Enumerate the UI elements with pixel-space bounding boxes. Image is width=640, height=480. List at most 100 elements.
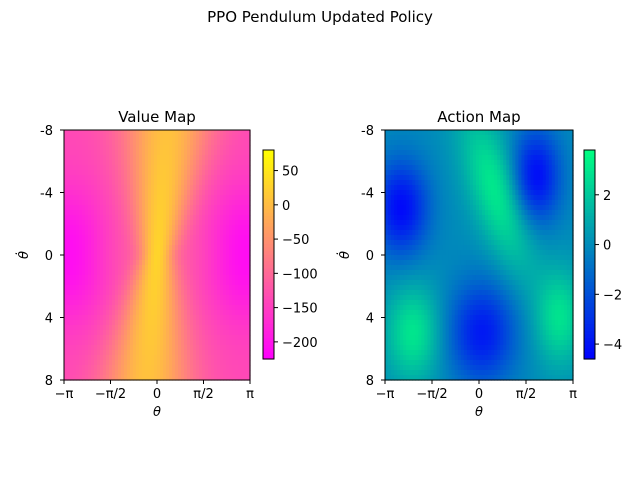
heatmap-cell — [94, 230, 98, 236]
heatmap-cell — [124, 245, 128, 251]
heatmap-cell — [235, 360, 239, 366]
heatmap-cell — [497, 205, 501, 211]
heatmap-cell — [241, 290, 245, 296]
heatmap-cell — [130, 165, 134, 171]
heatmap-cell — [451, 200, 456, 206]
heatmap-cell — [151, 255, 155, 261]
heatmap-cell — [569, 220, 574, 226]
heatmap-cell — [536, 265, 541, 271]
heatmap-cell — [67, 165, 71, 171]
heatmap-cell — [466, 220, 471, 226]
heatmap-cell — [412, 195, 416, 201]
heatmap-cell — [124, 290, 128, 296]
heatmap-cell — [133, 340, 137, 346]
heatmap-cell — [202, 295, 206, 301]
heatmap-cell — [130, 150, 134, 156]
heatmap-cell — [220, 165, 224, 171]
heatmap-cell — [424, 210, 429, 216]
heatmap-cell — [97, 170, 101, 176]
heatmap-cell — [485, 185, 489, 191]
heatmap-cell — [76, 315, 80, 321]
heatmap-cell — [127, 370, 131, 376]
heatmap-cell — [94, 355, 98, 361]
heatmap-cell — [202, 220, 206, 226]
heatmap-cell — [160, 240, 164, 246]
heatmap-cell — [223, 230, 227, 236]
heatmap-cell — [512, 190, 516, 196]
heatmap-cell — [166, 365, 170, 371]
heatmap-cell — [172, 315, 176, 321]
heatmap-cell — [142, 255, 146, 261]
heatmap-cell — [244, 265, 248, 271]
heatmap-cell — [112, 255, 116, 261]
heatmap-cell — [557, 170, 562, 176]
heatmap-cell — [527, 180, 532, 186]
heatmap-cell — [530, 265, 535, 271]
heatmap-cell — [178, 315, 182, 321]
heatmap-cell — [205, 160, 209, 166]
heatmap-cell — [244, 150, 248, 156]
heatmap-cell — [442, 205, 447, 211]
heatmap-cell — [196, 365, 200, 371]
heatmap-cell — [169, 260, 173, 266]
heatmap-cell — [418, 170, 422, 176]
heatmap-cell — [439, 225, 444, 231]
heatmap-cell — [136, 370, 140, 376]
heatmap-cell — [196, 255, 200, 261]
heatmap-cell — [488, 175, 492, 181]
heatmap-cell — [136, 215, 140, 221]
heatmap-cell — [91, 170, 95, 176]
heatmap-cell — [100, 345, 104, 351]
heatmap-cell — [539, 260, 544, 266]
heatmap-cell — [151, 350, 155, 356]
heatmap-cell — [193, 325, 197, 331]
heatmap-cell — [136, 240, 140, 246]
heatmap-cell — [184, 310, 188, 316]
heatmap-cell — [485, 170, 489, 176]
heatmap-cell — [73, 375, 77, 381]
heatmap-cell — [466, 175, 471, 181]
heatmap-cell — [148, 280, 152, 286]
heatmap-cell — [238, 165, 242, 171]
heatmap-cell — [403, 230, 407, 236]
heatmap-cell — [163, 215, 167, 221]
heatmap-cell — [442, 135, 447, 141]
heatmap-cell — [94, 170, 98, 176]
heatmap-cell — [76, 320, 80, 326]
colorbar-segment — [263, 202, 274, 207]
heatmap-cell — [506, 225, 510, 231]
heatmap-cell — [64, 270, 68, 276]
heatmap-cell — [563, 150, 568, 156]
heatmap-cell — [151, 280, 155, 286]
heatmap-cell — [67, 305, 71, 311]
heatmap-cell — [88, 175, 92, 181]
heatmap-cell — [469, 165, 474, 171]
heatmap-cell — [485, 270, 489, 276]
heatmap-cell — [205, 345, 209, 351]
heatmap-cell — [145, 335, 149, 341]
heatmap-cell — [211, 345, 215, 351]
heatmap-cell — [397, 140, 401, 146]
heatmap-cell — [518, 180, 523, 186]
heatmap-cell — [226, 360, 230, 366]
heatmap-cell — [130, 175, 134, 181]
heatmap-cell — [139, 225, 143, 231]
heatmap-cell — [460, 200, 465, 206]
heatmap-cell — [451, 130, 456, 136]
heatmap-cell — [163, 130, 167, 136]
heatmap-cell — [184, 370, 188, 376]
heatmap-cell — [235, 310, 239, 316]
heatmap-cell — [76, 170, 80, 176]
heatmap-cell — [229, 280, 233, 286]
heatmap-cell — [238, 255, 242, 261]
heatmap-cell — [190, 295, 194, 301]
heatmap-cell — [142, 275, 146, 281]
heatmap-cell — [103, 295, 107, 301]
heatmap-cell — [190, 280, 194, 286]
heatmap-cell — [70, 195, 74, 201]
heatmap-cell — [460, 165, 465, 171]
heatmap-cell — [503, 215, 507, 221]
heatmap-cell — [115, 175, 119, 181]
heatmap-cell — [527, 170, 532, 176]
heatmap-cell — [418, 150, 422, 156]
